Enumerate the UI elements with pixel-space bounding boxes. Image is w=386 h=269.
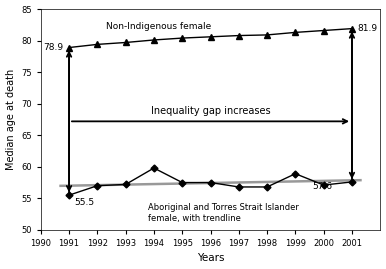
X-axis label: Years: Years: [197, 253, 224, 263]
Text: 57.6: 57.6: [312, 182, 332, 191]
Text: Non-Indigenous female: Non-Indigenous female: [106, 22, 211, 31]
Text: Aboriginal and Torres Strait Islander
female, with trendline: Aboriginal and Torres Strait Islander fe…: [148, 203, 299, 223]
Text: 78.9: 78.9: [43, 43, 63, 52]
Text: 81.9: 81.9: [358, 24, 378, 33]
Y-axis label: Median age at death: Median age at death: [5, 69, 15, 170]
Text: 55.5: 55.5: [75, 198, 95, 207]
Text: Inequality gap increases: Inequality gap increases: [151, 106, 270, 116]
